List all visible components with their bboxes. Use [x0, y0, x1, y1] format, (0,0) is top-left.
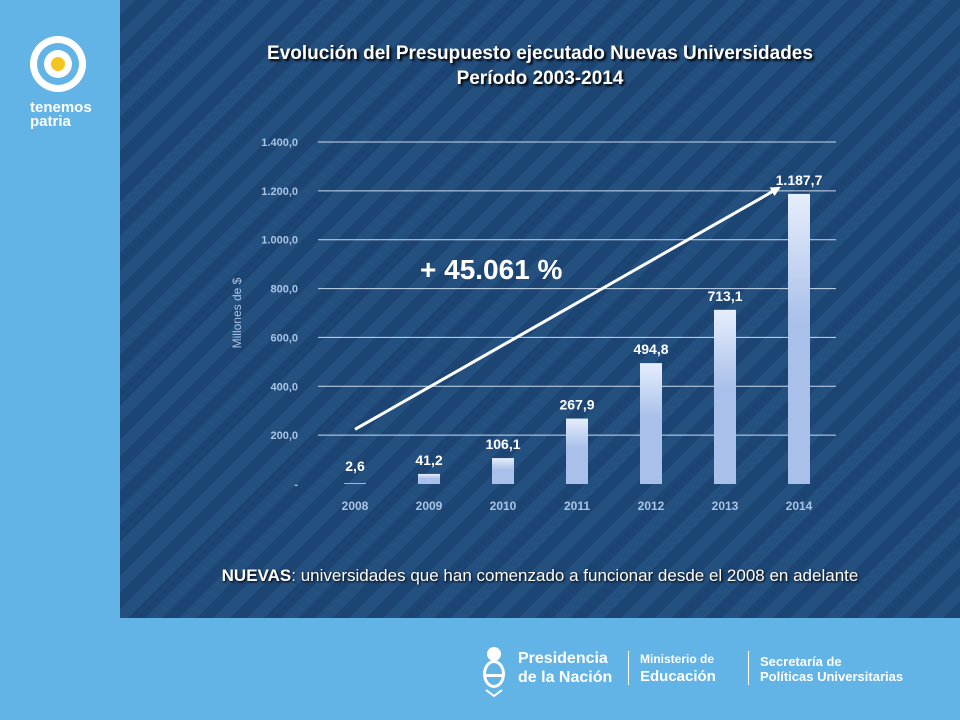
data-label: 713,1 [707, 288, 742, 304]
chart-panel: Evolución del Presupuesto ejecutado Nuev… [120, 0, 960, 618]
data-label: 2,6 [345, 458, 365, 474]
data-label: 106,1 [485, 436, 520, 452]
data-label: 41,2 [415, 452, 442, 468]
y-tick-label: 1.400,0 [261, 137, 298, 149]
x-tick-label: 2009 [416, 499, 443, 513]
bar [788, 193, 810, 484]
ministerio-line1: Ministerio de [640, 652, 715, 666]
bar [344, 483, 366, 484]
data-label: 267,9 [559, 397, 594, 413]
tenemos-patria-logo [30, 36, 86, 92]
y-tick-label: 600,0 [270, 332, 298, 344]
ministerio-line2: Educación [640, 668, 716, 685]
x-tick-label: 2010 [490, 499, 517, 513]
footer-divider [628, 651, 629, 685]
bar-chart: - 200,0 400,0 600,0 800,0 1.000,0 1.200,0 1.400… [230, 137, 836, 513]
presidencia-line1: Presidencia [518, 650, 608, 667]
x-tick-label: 2013 [712, 499, 739, 513]
y-tick-label: - [294, 479, 298, 491]
x-tick-label: 2011 [564, 499, 590, 513]
bar [492, 458, 514, 484]
bar [640, 363, 662, 484]
x-tick-label: 2014 [786, 499, 813, 513]
secretaria-line2: Políticas Universitarias [760, 669, 904, 684]
sidebar: tenemos patria [0, 0, 120, 720]
y-tick-label: 800,0 [270, 284, 298, 296]
chart-subtitle: Período 2003-2014 [456, 68, 624, 89]
y-tick-label: 200,0 [270, 430, 298, 442]
y-tick-label: 400,0 [270, 381, 298, 393]
bar [566, 418, 588, 484]
footnote-bold: NUEVAS [221, 566, 292, 585]
logo-text-tenemos: tenemos [30, 99, 92, 116]
footnote-text: : universidades que han comenzado a func… [291, 566, 859, 585]
bar [714, 309, 736, 484]
growth-annotation: + 45.061 % [420, 254, 563, 285]
argentina-coat-of-arms-icon [483, 647, 505, 698]
footnote: NUEVAS: universidades que han comenzado … [120, 566, 960, 586]
chart-title: Evolución del Presupuesto ejecutado Nuev… [267, 43, 813, 64]
data-label: 494,8 [633, 341, 668, 357]
presidencia-line2: de la Nación [518, 669, 613, 686]
footer-divider [748, 651, 749, 685]
y-axis-label: Millones de $ [230, 277, 244, 348]
growth-arrow [354, 186, 781, 431]
bar [418, 473, 440, 484]
footer: Presidencia de la Nación Ministerio de E… [120, 618, 960, 720]
secretaria-line1: Secretaría de [760, 654, 842, 669]
x-tick-label: 2012 [638, 499, 665, 513]
data-label: 1.187,7 [776, 172, 823, 188]
logo-text-patria: patria [30, 113, 71, 130]
y-tick-label: 1.000,0 [261, 235, 298, 247]
x-tick-label: 2008 [342, 499, 369, 513]
y-tick-label: 1.200,0 [261, 186, 298, 198]
